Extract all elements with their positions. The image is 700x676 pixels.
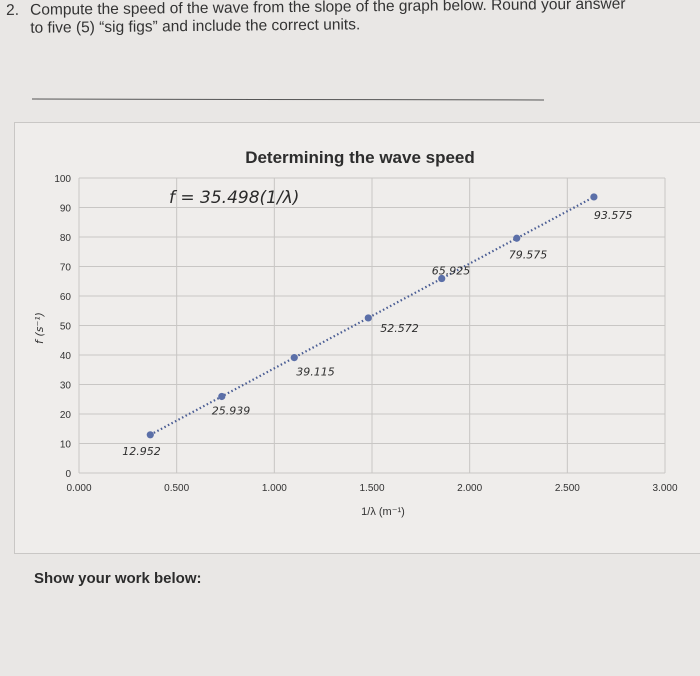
y-tick-label: 60 [60, 292, 72, 303]
y-tick-label: 50 [60, 322, 72, 333]
wave-speed-chart: Determining the wave speed 0 10 20 30 40 50 60… [33, 148, 678, 518]
x-axis-label: 1/λ (m⁻¹) [361, 506, 405, 518]
question-text: 2. Compute the speed of the wave from th… [6, 0, 696, 37]
y-tick-label: 70 [60, 263, 72, 274]
x-tick-label: 0.000 [66, 483, 91, 494]
answer-line [31, 98, 545, 101]
equation-label: f = 35.498(1/λ) [169, 188, 299, 208]
data-point [218, 392, 226, 401]
y-axis-label: f (s⁻¹) [33, 312, 46, 344]
y-tick-label: 90 [60, 204, 72, 215]
data-point [590, 193, 598, 201]
x-tick-label: 3.000 [652, 483, 677, 494]
handwritten-value-label: 65.925 [432, 265, 471, 278]
data-point [290, 354, 298, 362]
y-tick-label: 10 [60, 440, 72, 451]
y-tick-label: 40 [60, 351, 72, 362]
x-tick-label: 0.500 [164, 483, 189, 494]
x-tick-label: 2.500 [555, 483, 580, 494]
chart-grid [78, 177, 666, 474]
data-point [146, 431, 154, 439]
question-line-2: to five (5) “sig figs” and include the c… [30, 16, 361, 37]
handwritten-value-label: 25.939 [212, 404, 251, 417]
x-tick-label: 1.000 [262, 483, 287, 494]
y-tick-label: 80 [60, 233, 72, 244]
y-tick-label: 30 [60, 381, 72, 392]
handwritten-value-label: 52.572 [380, 322, 419, 335]
y-tick-label: 20 [60, 410, 72, 421]
chart-title: Determining the wave speed [245, 148, 475, 167]
show-work-label: Show your work below: [34, 570, 202, 587]
data-point [364, 314, 372, 322]
handwritten-labels: 12.952 25.939 39.115 52.572 65.925 79.575 93.5… [122, 209, 632, 458]
handwritten-value-label: 93.575 [594, 209, 633, 222]
x-tick-label: 1.500 [359, 483, 384, 494]
y-axis-ticks: 0 10 20 30 40 50 60 70 80 90 100 [54, 174, 71, 480]
x-tick-label: 2.000 [457, 483, 482, 494]
y-tick-label: 0 [65, 469, 71, 480]
question-number: 2. [6, 1, 20, 19]
chart-card: Determining the wave speed 0 10 20 30 40 50 60… [14, 122, 700, 554]
handwritten-value-label: 39.115 [296, 366, 335, 379]
y-tick-label: 100 [54, 174, 71, 185]
data-points [146, 193, 598, 439]
data-point [513, 234, 521, 242]
x-axis-ticks: 0.000 0.500 1.000 1.500 2.000 2.500 3.000 [66, 483, 677, 494]
handwritten-value-label: 79.575 [509, 248, 548, 261]
data-point [438, 274, 446, 283]
handwritten-value-label: 12.952 [122, 445, 160, 458]
